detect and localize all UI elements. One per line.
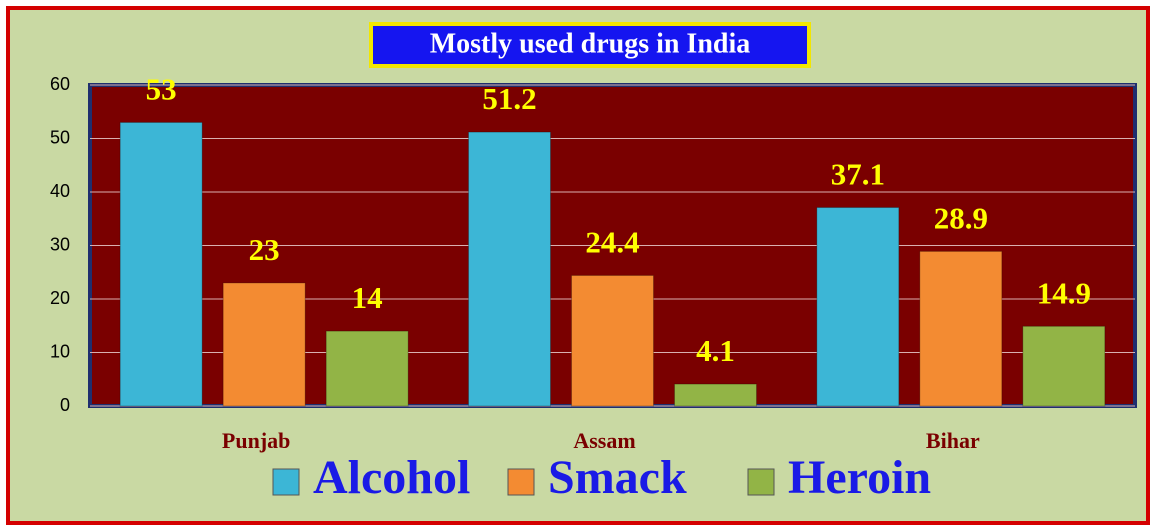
data-label: 4.1 bbox=[696, 333, 735, 368]
y-tick-label: 0 bbox=[60, 395, 70, 415]
y-tick-label: 60 bbox=[50, 74, 70, 94]
bar bbox=[674, 383, 757, 407]
chart-title: Mostly used drugs in India bbox=[430, 28, 751, 59]
data-label: 14 bbox=[352, 280, 383, 315]
bar bbox=[325, 330, 409, 407]
x-tick-label: Punjab bbox=[222, 428, 290, 453]
legend-label: Heroin bbox=[788, 451, 931, 504]
data-label: 23 bbox=[249, 232, 280, 267]
legend-marker bbox=[747, 468, 775, 496]
y-tick-label: 10 bbox=[50, 341, 70, 361]
data-label: 51.2 bbox=[482, 81, 536, 116]
bar bbox=[119, 121, 203, 407]
data-label: 24.4 bbox=[585, 225, 639, 260]
bar bbox=[919, 250, 1003, 407]
legend-marker bbox=[507, 468, 535, 496]
bar bbox=[222, 282, 306, 407]
bar bbox=[571, 274, 654, 407]
data-label: 53 bbox=[146, 72, 177, 107]
y-tick-label: 30 bbox=[50, 234, 70, 254]
legend-marker bbox=[272, 468, 300, 496]
bar bbox=[468, 131, 551, 407]
y-tick-label: 20 bbox=[50, 288, 70, 308]
title-box bbox=[369, 22, 811, 68]
y-tick-label: 50 bbox=[50, 127, 70, 147]
data-label: 14.9 bbox=[1037, 275, 1091, 310]
bar bbox=[816, 207, 900, 407]
legend-label: Smack bbox=[548, 451, 687, 504]
legend-label: Alcohol bbox=[313, 451, 470, 504]
x-tick-label: Assam bbox=[573, 428, 635, 453]
data-label: 28.9 bbox=[934, 200, 988, 235]
x-tick-label: Bihar bbox=[926, 428, 980, 453]
data-label: 37.1 bbox=[831, 157, 885, 192]
bar bbox=[1022, 325, 1106, 407]
y-tick-label: 40 bbox=[50, 181, 70, 201]
